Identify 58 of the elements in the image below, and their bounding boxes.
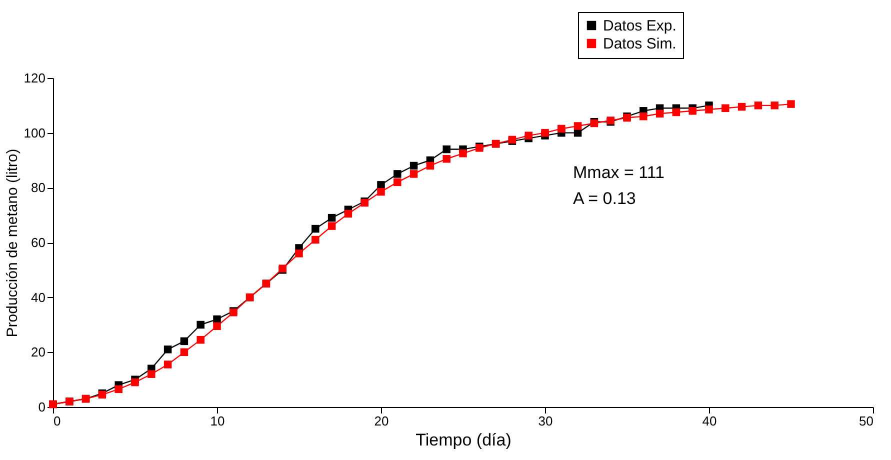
x-tick-label: 50 [859,414,874,428]
point [442,155,450,163]
x-tick-label: 40 [702,414,717,428]
y-tick-label: 0 [38,400,46,414]
point [344,210,352,218]
point [148,370,156,378]
point [114,385,122,394]
point [770,102,778,110]
x-tick-label: 30 [538,414,553,428]
y-tick-label: 100 [24,125,46,140]
annotation: A = 0.13 [573,189,636,208]
point [640,112,648,120]
y-tick-label: 60 [31,235,46,250]
point [196,320,204,329]
point [196,336,204,344]
point [541,128,549,137]
legend-label: Datos Sim. [603,36,676,52]
point [328,214,336,222]
point [705,106,713,114]
point [164,346,172,354]
point [410,162,418,170]
point [410,170,418,178]
point [754,102,762,110]
point [688,107,696,115]
point [328,222,336,230]
point [426,162,434,170]
point [312,224,320,233]
point [180,348,188,356]
annotation: Mmax = 111 [573,163,664,182]
point [180,337,188,346]
point [394,170,402,178]
point [574,122,582,130]
y-tick-label: 80 [31,180,46,196]
y-axis-title: Producción de metano (litro) [4,148,21,338]
x-tick-label: 0 [54,414,61,428]
legend-label: Datos Exp. [603,18,676,34]
point [131,378,139,386]
point [787,100,795,108]
y-tick-label: 20 [31,344,46,360]
point [558,124,566,133]
point [672,108,680,116]
point [738,102,746,111]
point [213,322,221,330]
y-tick-label: 120 [24,70,46,86]
x-tick-label: 20 [374,414,389,428]
x-tick-label: 10 [210,414,225,428]
point [164,360,172,368]
y-tick-label: 40 [31,290,46,305]
point [312,236,320,244]
point [656,110,664,118]
point [442,145,450,154]
point [524,132,532,140]
point [377,188,385,196]
point [295,250,303,258]
point [722,104,730,112]
point [394,178,402,186]
point [459,150,467,158]
x-axis-title: Tiempo (día) [416,430,512,450]
